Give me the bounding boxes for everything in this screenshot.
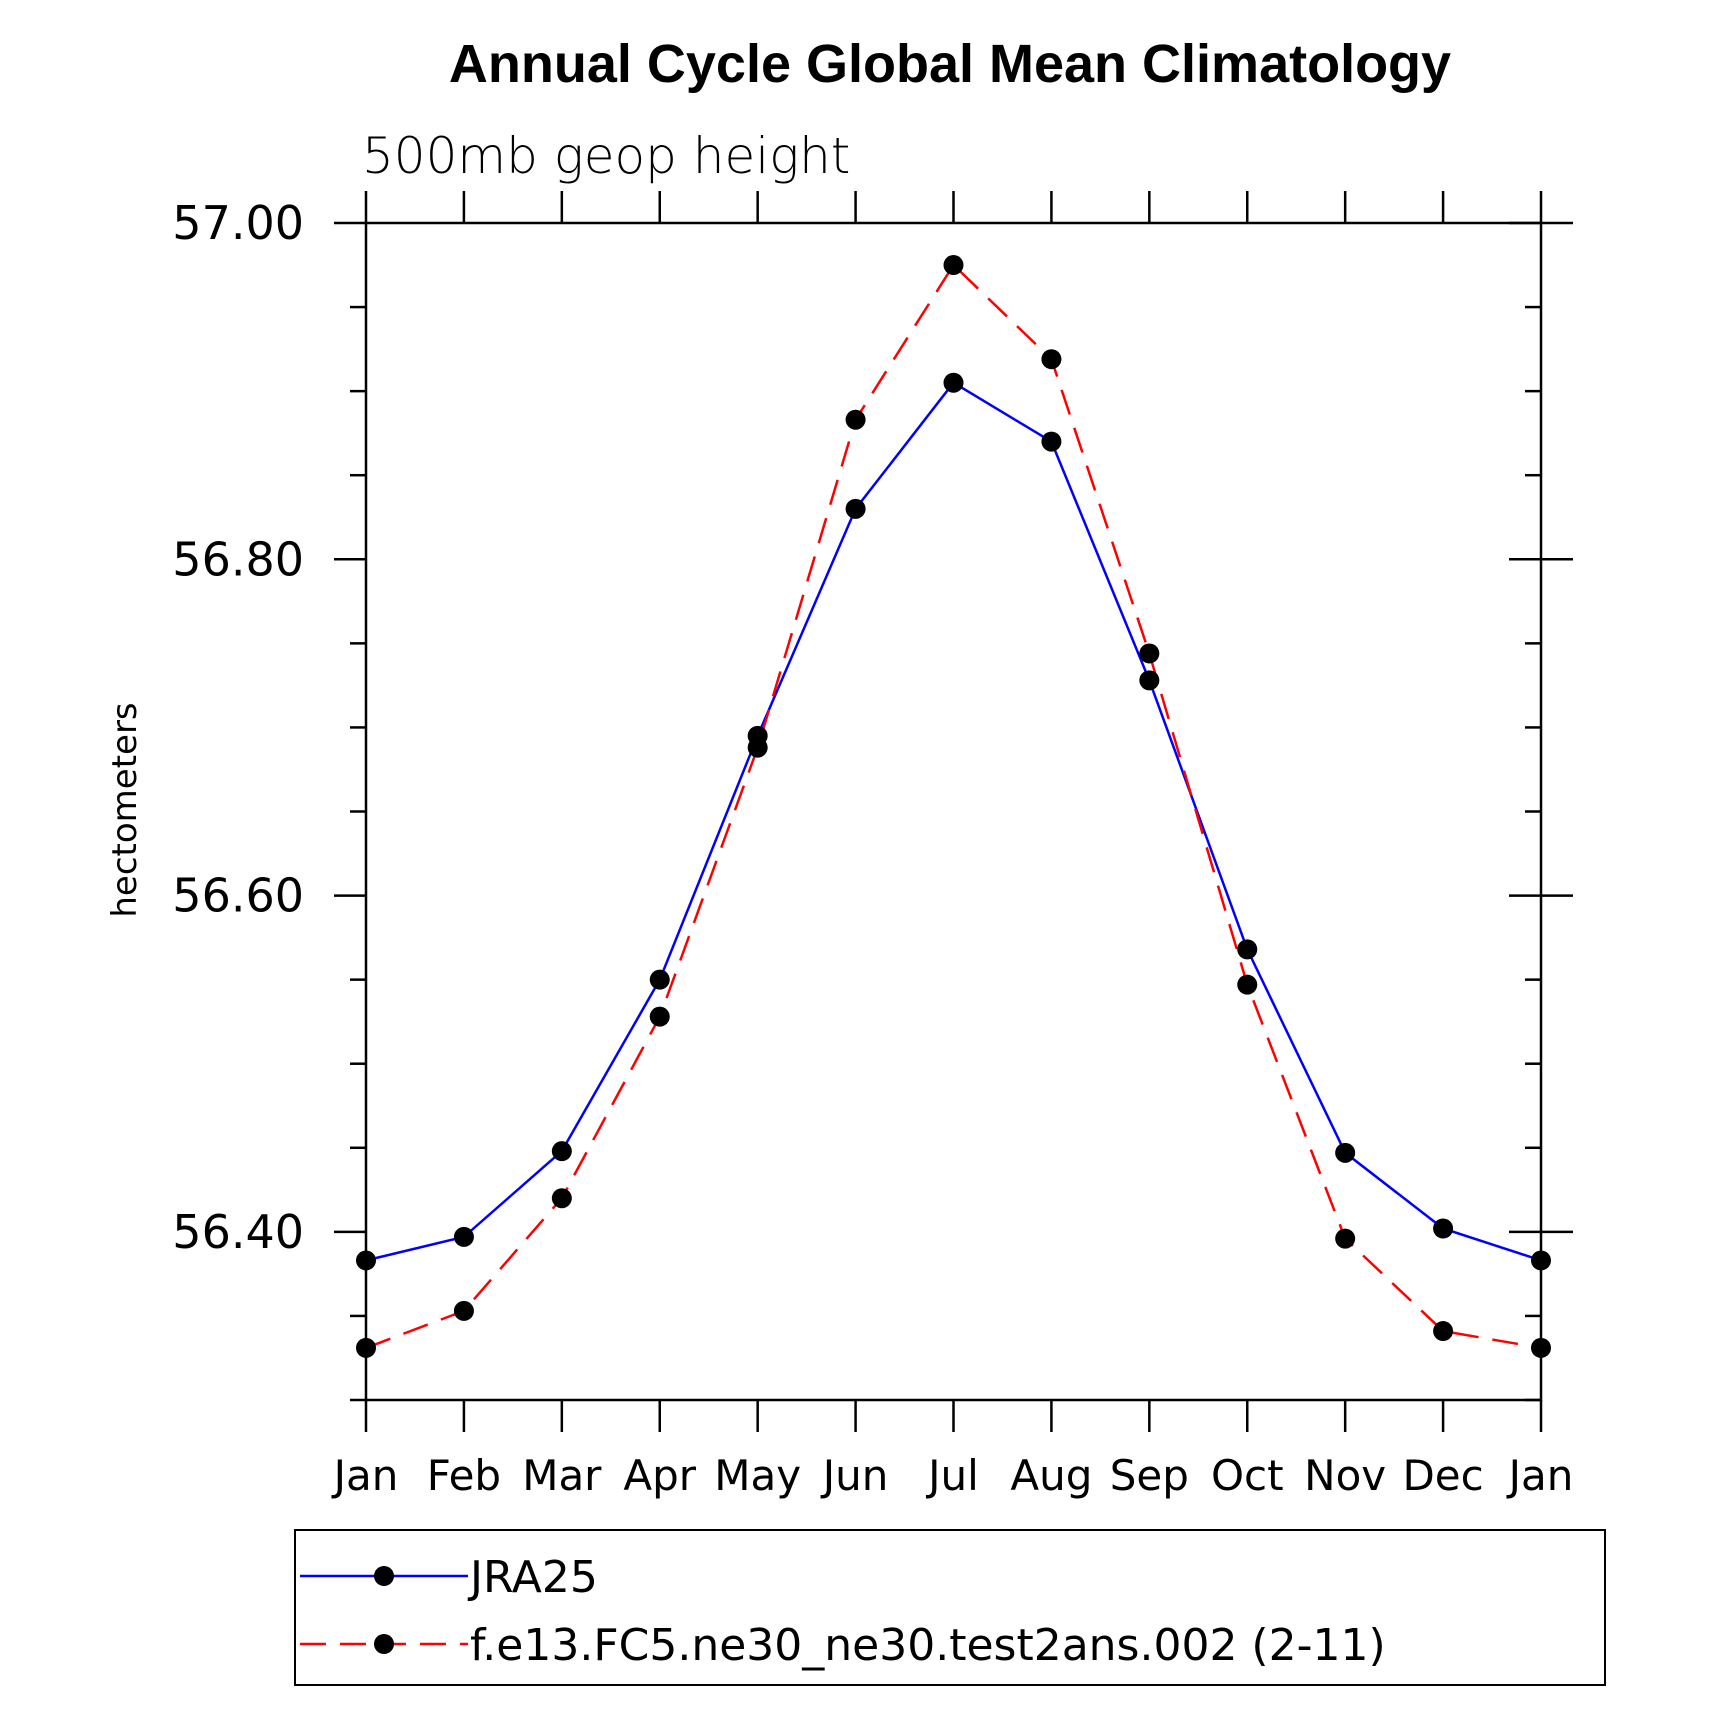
plot-frame [364,221,1543,1402]
chart-title: Annual Cycle Global Mean Climatology [449,34,1451,94]
x-tick-label: Jan [1506,1451,1574,1500]
series-line-model [365,263,1542,1350]
data-point-model [356,1337,376,1358]
x-tick-label: Jan [331,1451,399,1500]
data-point-model [1335,1228,1356,1249]
x-tick-label: Feb [427,1451,501,1500]
series-layer [356,255,1551,1358]
legend-marker-model [374,1634,394,1654]
x-tick-label: Oct [1211,1451,1284,1500]
data-point-model [551,1188,572,1209]
data-point-jra25 [1041,431,1062,452]
x-tick-label: May [714,1451,801,1500]
data-point-model [747,737,768,758]
data-point-jra25 [943,372,964,393]
data-point-model [1041,349,1062,370]
data-point-jra25 [1237,939,1258,960]
y-axis: 56.40 56.60 56.80 57.00 [172,196,1573,1402]
y-tick-label: 57.00 [172,196,304,250]
x-tick-label: Apr [623,1451,696,1500]
legend-label-model: f.e13.FC5.ne30_ne30.test2ans.002 (2-11) [470,1620,1386,1671]
data-point-jra25 [1433,1218,1454,1239]
data-point-model [1433,1321,1454,1342]
plot-border [364,221,1543,1402]
x-tick-label: Jun [820,1451,889,1500]
y-tick-label: 56.80 [172,532,304,586]
data-point-jra25 [1139,670,1160,691]
y-tick-label: 56.60 [172,869,304,923]
x-axis: Jan Feb Mar Apr May Jun Jul Aug Sep Oct Nov Dec Jan [331,191,1574,1500]
x-tick-label: Jul [925,1451,979,1500]
x-tick-label: Aug [1010,1451,1092,1500]
data-point-model [943,255,964,276]
data-point-jra25 [1335,1142,1356,1163]
data-point-model [1139,643,1160,664]
data-point-jra25 [649,969,670,990]
data-point-model [453,1300,474,1321]
data-point-jra25 [1531,1250,1551,1271]
legend-label-jra25: JRA25 [467,1552,598,1603]
data-point-jra25 [453,1226,474,1247]
x-tick-label: Nov [1304,1451,1386,1500]
chart-subtitle: 500mb geop height [362,127,850,185]
data-point-jra25 [845,498,866,519]
x-tick-label: Sep [1110,1451,1189,1500]
y-tick-label: 56.40 [172,1205,304,1259]
data-point-model [1237,974,1258,995]
legend: JRA25 f.e13.FC5.ne30_ne30.test2ans.002 (… [294,1529,1606,1686]
data-point-model [845,409,866,430]
x-tick-label: Dec [1402,1451,1483,1500]
data-point-model [1531,1337,1551,1358]
legend-box [294,1529,1606,1686]
data-point-jra25 [356,1250,376,1271]
series-line-jra25 [365,381,1542,1262]
legend-marker-jra25 [374,1566,394,1586]
y-axis-label: hectometers [105,702,145,917]
x-tick-label: Mar [522,1451,602,1500]
data-point-model [649,1006,670,1027]
data-point-jra25 [551,1141,572,1162]
